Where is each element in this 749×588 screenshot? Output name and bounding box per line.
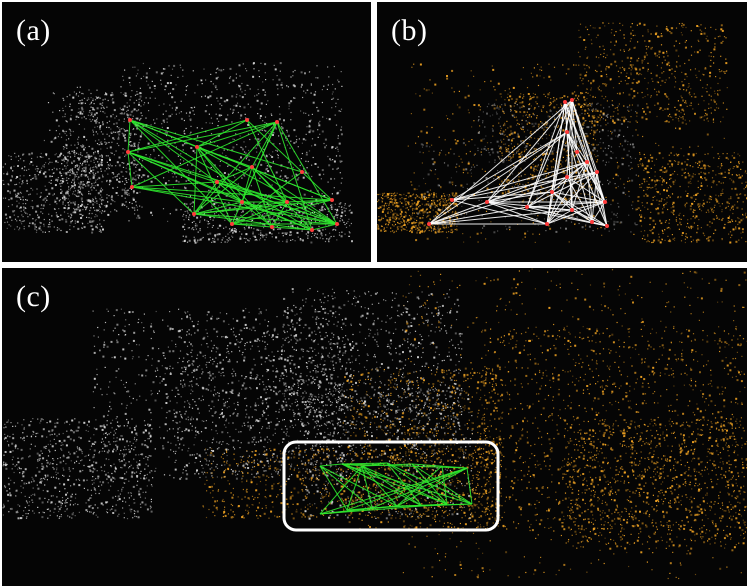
orange-point-cloud (377, 22, 747, 244)
white-point-cloud (2, 62, 353, 244)
pose-graph-white (427, 98, 609, 228)
pose-graph-green (126, 118, 339, 232)
highlight-box (282, 440, 500, 532)
point-cloud-b (377, 22, 747, 244)
point-cloud-a (2, 62, 353, 244)
merged-point-cloud (2, 268, 747, 580)
panel-label-b: (b) (391, 14, 428, 47)
panel-c: (c) (2, 268, 747, 586)
panel-label-a: (a) (16, 14, 51, 47)
panel-a: (a) (2, 2, 371, 262)
merged-clouds (2, 268, 747, 580)
panel-b: (b) (377, 2, 747, 262)
pose-graph-merged (319, 462, 473, 515)
panel-label-c: (c) (16, 280, 51, 313)
